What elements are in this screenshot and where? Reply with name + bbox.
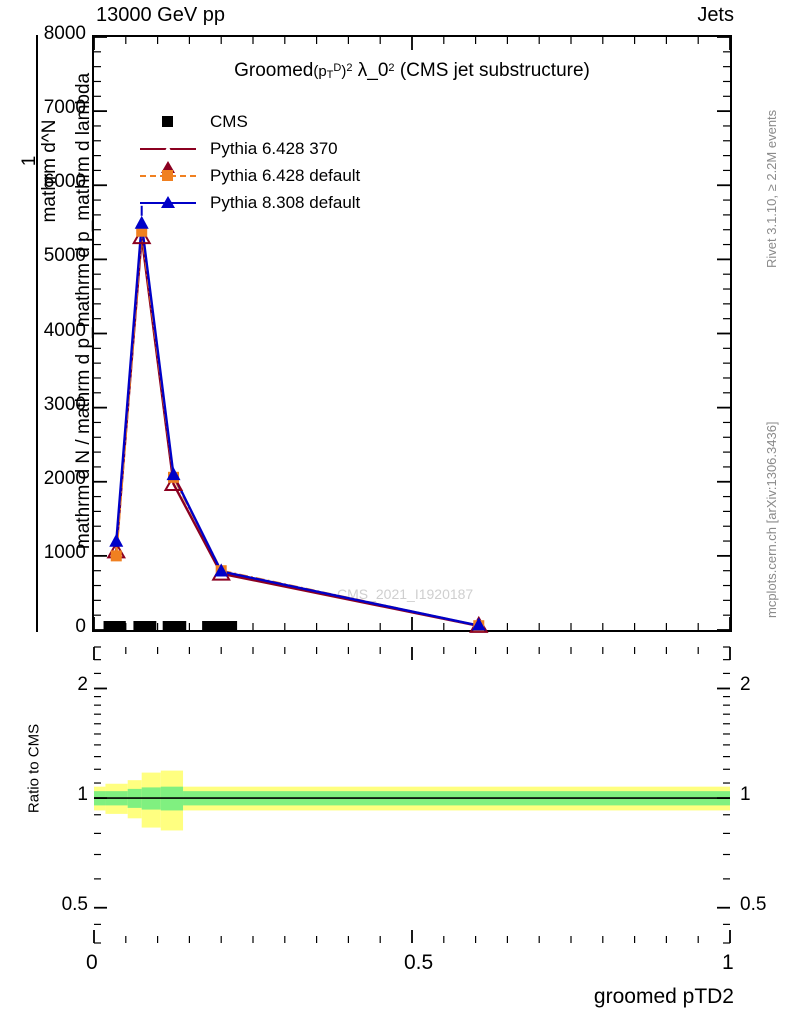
open-triangle-up-marker bbox=[163, 473, 184, 491]
filled-square-marker bbox=[136, 225, 148, 237]
plot-title-expr-close: ) bbox=[341, 63, 347, 80]
series-line bbox=[115, 231, 480, 627]
main-y-tick-label: 5000 bbox=[43, 245, 86, 267]
legend-label-cms: CMS bbox=[210, 111, 248, 131]
series-line bbox=[115, 236, 480, 628]
main-y-tick-label: 6000 bbox=[43, 171, 86, 193]
plot-title-lambda-pow: 2 bbox=[388, 62, 395, 74]
plot-title-main: Groomed bbox=[234, 60, 314, 81]
ratio-y-tick-label-right: 2 bbox=[740, 674, 751, 696]
cms-data-box bbox=[162, 621, 187, 630]
main-y-tick-label: 8000 bbox=[43, 23, 86, 44]
legend-key-pythia6-default bbox=[140, 167, 196, 185]
filled-square-icon bbox=[162, 115, 173, 127]
plot-title-expr-sup-d: D bbox=[333, 62, 342, 74]
main-axis-ticks bbox=[93, 36, 731, 631]
main-y-tick-label: 1000 bbox=[43, 541, 86, 563]
ratio-y-tick-label-right: 0.5 bbox=[740, 893, 767, 915]
main-y-tick-label: 0 bbox=[75, 616, 86, 637]
filled-square-orange-icon bbox=[162, 169, 173, 181]
legend-item-pythia8-default[interactable]: Pythia 8.308 default bbox=[140, 189, 360, 216]
filled-triangle-up-marker bbox=[214, 563, 229, 577]
legend-item-pythia6-default[interactable]: Pythia 6.428 default bbox=[140, 162, 360, 189]
analysis-category-label: Jets bbox=[697, 4, 734, 26]
legend: CMS Pythia 6.428 370 Pythia 6.428 defaul… bbox=[140, 108, 360, 216]
legend-label-pythia6-370: Pythia 6.428 370 bbox=[210, 138, 338, 158]
filled-triangle-up-marker bbox=[166, 467, 181, 481]
cms-data-markers bbox=[103, 621, 238, 630]
legend-item-pythia6-370[interactable]: Pythia 6.428 370 bbox=[140, 135, 360, 173]
filled-triangle-up-marker bbox=[471, 617, 486, 631]
x-axis-label: groomed pTD2 bbox=[593, 985, 734, 1008]
filled-triangle-up-marker bbox=[109, 533, 124, 547]
plot-title: Groomed(pTD)2 λ_02 (CMS jet substructure… bbox=[92, 60, 732, 82]
x-tick-label: 1 bbox=[722, 951, 734, 974]
legend-key-pythia8-default bbox=[140, 194, 196, 212]
legend-label-pythia6-default: Pythia 6.428 default bbox=[210, 165, 361, 185]
plot-title-suffix: (CMS jet substructure) bbox=[399, 60, 590, 81]
main-y-tick-label: 4000 bbox=[43, 319, 86, 341]
filled-square-marker bbox=[110, 550, 122, 562]
plot-title-expr-pow: 2 bbox=[346, 62, 353, 74]
legend-label-pythia8-default: Pythia 8.308 default bbox=[210, 192, 361, 212]
series-line bbox=[115, 223, 480, 627]
plot-title-lambda: λ_0 bbox=[357, 60, 389, 81]
legend-key-cms bbox=[140, 113, 196, 131]
cms-data-box bbox=[103, 621, 126, 630]
series-markers bbox=[106, 205, 489, 633]
legend-item-cms[interactable]: CMS bbox=[140, 108, 360, 135]
series-curves bbox=[115, 223, 480, 628]
ratio-y-tick-label: 2 bbox=[77, 674, 88, 696]
filled-triangle-up-marker bbox=[134, 215, 149, 229]
main-y-tick-label: 7000 bbox=[43, 97, 86, 119]
filled-triangle-up-icon bbox=[161, 195, 175, 208]
plot-title-expr-open: (p bbox=[313, 63, 327, 80]
ratio-uncertainty-bands bbox=[94, 770, 731, 831]
ratio-y-tick-label: 0.5 bbox=[61, 893, 88, 915]
x-tick-label: 0.5 bbox=[404, 951, 434, 974]
legend-key-pythia6-370 bbox=[140, 140, 196, 173]
main-y-tick-label: 2000 bbox=[43, 467, 86, 489]
cms-data-box bbox=[202, 621, 238, 630]
y-axis-fraction-bar bbox=[36, 35, 38, 632]
main-y-tick-label: 3000 bbox=[43, 393, 86, 415]
ratio-y-tick-label: 1 bbox=[77, 784, 88, 806]
cms-data-box bbox=[133, 621, 157, 630]
collision-energy-label: 13000 GeV pp bbox=[96, 4, 225, 26]
analysis-id-watermark: CMS_2021_I1920187 bbox=[337, 586, 474, 602]
plot-title-expr-sub: T bbox=[326, 69, 334, 81]
x-tick-label: 0 bbox=[86, 951, 98, 974]
ratio-axis-ticks bbox=[93, 646, 731, 944]
ratio-y-tick-label-right: 1 bbox=[740, 784, 751, 806]
ratio-y-axis-label: Ratio to CMS bbox=[25, 723, 43, 814]
